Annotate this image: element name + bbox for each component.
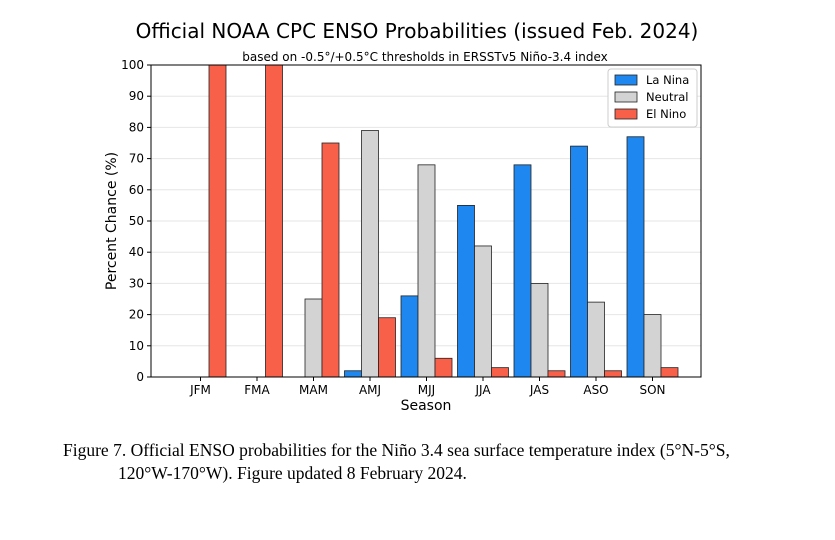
caption-line-1: Figure 7. Official ENSO probabilities fo… xyxy=(63,440,730,460)
bar-neutral-mam xyxy=(304,298,323,378)
bar-el-nino-jas xyxy=(547,370,566,378)
bar-la-nina-jas xyxy=(513,164,532,378)
y-tick-label: 40 xyxy=(129,245,144,259)
caption-line-2: 120°W-170°W). Figure updated 8 February … xyxy=(118,463,467,483)
y-tick-label: 80 xyxy=(129,120,144,134)
y-tick-label: 60 xyxy=(129,183,144,197)
y-tick-label: 70 xyxy=(129,152,144,166)
y-tick-label: 30 xyxy=(129,276,144,290)
x-tick-label-jfm: JFM xyxy=(189,383,211,397)
bar-neutral-mjj xyxy=(417,164,436,378)
bar-el-nino-amj xyxy=(378,317,396,378)
bar-neutral-amj xyxy=(361,130,379,378)
bar-el-nino-aso xyxy=(604,370,622,378)
bar-el-nino-fma xyxy=(265,64,283,378)
legend-swatch-la-nina xyxy=(614,74,638,86)
x-tick-label-aso: ASO xyxy=(583,383,608,397)
x-tick-label-jas: JAS xyxy=(529,383,549,397)
x-tick-label-amj: AMJ xyxy=(359,383,381,397)
legend: La Nina Neutral El Nino xyxy=(607,68,698,128)
bar-neutral-jas xyxy=(530,282,549,378)
bar-la-nina-aso xyxy=(570,145,588,378)
y-axis-ticks: 0 10 20 30 40 50 60 70 80 90 100 xyxy=(121,58,151,384)
bar-la-nina-amj xyxy=(344,370,362,378)
x-tick-label-jja: JJA xyxy=(474,383,491,397)
y-tick-label: 90 xyxy=(129,89,144,103)
x-tick-label-fma: FMA xyxy=(244,383,270,397)
y-tick-label: 10 xyxy=(129,339,144,353)
bar-la-nina-son xyxy=(626,136,645,378)
y-tick-label: 50 xyxy=(129,214,144,228)
bar-la-nina-mjj xyxy=(400,295,419,378)
figure-caption: Figure 7. Official ENSO probabilities fo… xyxy=(63,439,803,485)
legend-swatch-el-nino xyxy=(614,108,638,120)
bar-neutral-son xyxy=(643,314,662,378)
bar-el-nino-jja xyxy=(491,367,509,378)
legend-swatch-neutral xyxy=(614,91,638,103)
bar-el-nino-jfm xyxy=(208,64,227,378)
bar-el-nino-son xyxy=(660,367,679,378)
y-tick-label: 0 xyxy=(136,370,144,384)
x-tick-label-mjj: MJJ xyxy=(418,383,435,397)
bar-neutral-aso xyxy=(587,301,605,378)
x-axis-ticks: JFM FMA MAM AMJ MJJ JJA JAS ASO SON xyxy=(189,377,666,397)
legend-label-neutral: Neutral xyxy=(646,90,688,104)
legend-label-la-nina: La Nina xyxy=(646,73,689,87)
bar-la-nina-jja xyxy=(457,204,475,378)
chart-title: Official NOAA CPC ENSO Probabilities (is… xyxy=(136,19,699,43)
bar-el-nino-mjj xyxy=(434,357,453,378)
enso-bar-chart: Official NOAA CPC ENSO Probabilities (is… xyxy=(104,19,702,414)
y-tick-label: 100 xyxy=(121,58,144,72)
x-axis-label: Season xyxy=(401,398,452,414)
x-tick-label-mam: MAM xyxy=(299,383,328,397)
bar-neutral-jja xyxy=(474,245,492,378)
y-tick-label: 20 xyxy=(129,308,144,322)
bar-el-nino-mam xyxy=(321,142,340,378)
y-axis-label: Percent Chance (%) xyxy=(104,152,120,290)
x-tick-label-son: SON xyxy=(639,383,665,397)
chart-subtitle: based on -0.5°/+0.5°C thresholds in ERSS… xyxy=(242,50,608,64)
legend-label-el-nino: El Nino xyxy=(646,107,686,121)
